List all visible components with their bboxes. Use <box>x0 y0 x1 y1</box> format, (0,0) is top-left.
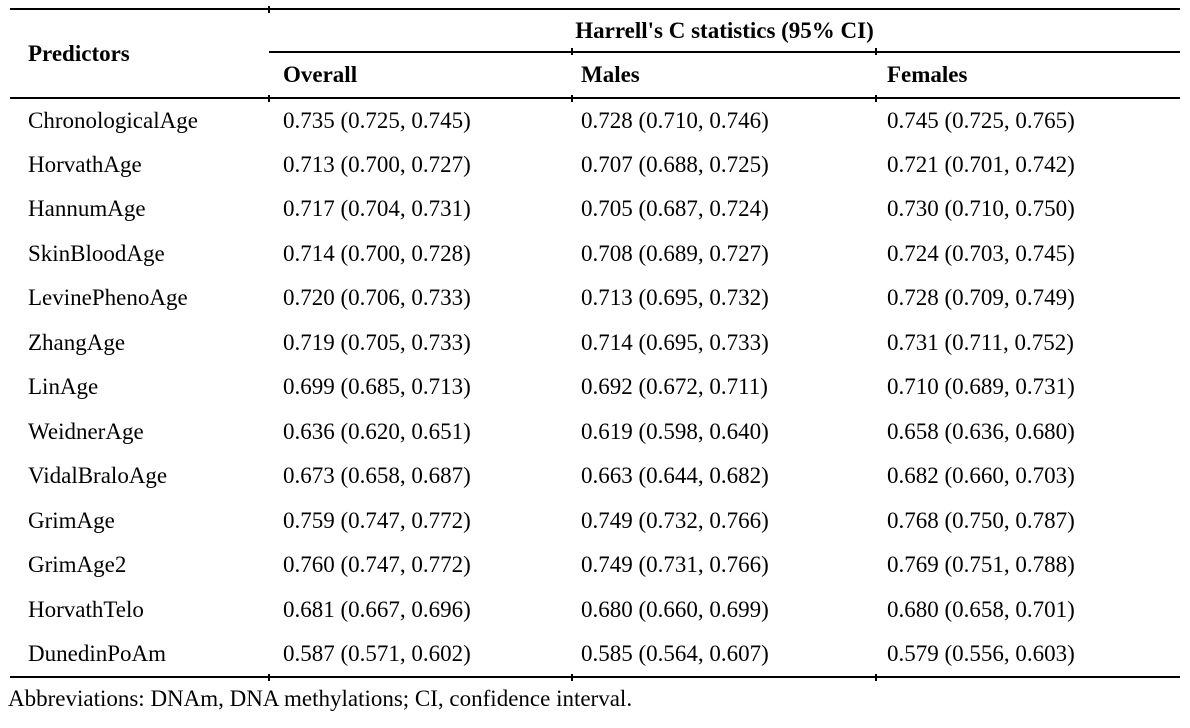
females-value: 0.731 (0.711, 0.752) <box>887 329 1074 355</box>
predictor-name: VidalBraloAge <box>28 463 168 489</box>
predictor-name: DunedinPoAm <box>10 632 269 678</box>
overall-value: 0.587 (0.571, 0.602) <box>269 632 572 678</box>
table-row: GrimAge 0.759 (0.747, 0.772) 0.749 (0.732,… <box>10 499 1180 544</box>
females-value: 0.721 (0.701, 0.742) <box>887 151 1075 177</box>
table-row: HannumAge 0.717 (0.704, 0.731) 0.705 (0.68… <box>10 187 1180 232</box>
table-row: HorvathTelo 0.681 (0.667, 0.696) 0.680 (0.… <box>10 588 1180 633</box>
column-tick <box>875 48 877 55</box>
overall-value: 0.719 (0.705, 0.733) <box>283 329 471 355</box>
subheader-females: Females <box>876 52 1181 99</box>
predictor-name: HannumAge <box>28 196 146 222</box>
column-tick <box>875 674 877 681</box>
overall-value: 0.720 (0.706, 0.733) <box>283 285 471 311</box>
females-value: 0.579 (0.556, 0.603) <box>876 632 1181 678</box>
predictor-name: LinAge <box>28 374 99 400</box>
header-row-group: Predictors Harrell's C statistics (95% C… <box>10 9 1181 99</box>
column-tick <box>571 48 573 55</box>
males-value: 0.708 (0.689, 0.727) <box>581 240 769 266</box>
header-row-sub: Overall Males Females <box>10 52 1181 99</box>
males-value: 0.705 (0.687, 0.724) <box>581 196 769 222</box>
overall-value: 0.673 (0.658, 0.687) <box>283 463 471 489</box>
females-value: 0.730 (0.710, 0.750) <box>887 196 1075 222</box>
table-row: GrimAge2 0.760 (0.747, 0.772) 0.749 (0.731… <box>10 543 1180 588</box>
predictor-name: GrimAge <box>28 507 115 533</box>
overall-value: 0.714 (0.700, 0.728) <box>283 240 471 266</box>
overall-value: 0.717 (0.704, 0.731) <box>283 196 471 222</box>
females-value: 0.745 (0.725, 0.765) <box>887 107 1075 133</box>
males-value: 0.663 (0.644, 0.682) <box>581 463 769 489</box>
predictors-table: Predictors Harrell's C statistics (95% C… <box>10 8 1181 678</box>
overall-value: 0.735 (0.725, 0.745) <box>283 107 471 133</box>
predictor-name: SkinBloodAge <box>28 240 165 266</box>
females-value: 0.769 (0.751, 0.788) <box>887 552 1075 578</box>
column-tick <box>875 95 877 102</box>
predictor-name: ChronologicalAge <box>28 107 198 133</box>
females-value: 0.658 (0.636, 0.680) <box>887 418 1075 444</box>
column-tick <box>268 6 270 13</box>
table-row: ZhangAge 0.719 (0.705, 0.733) 0.714 (0.695… <box>10 321 1180 366</box>
table-row: LinAge 0.699 (0.685, 0.713) 0.692 (0.672, … <box>10 365 1180 410</box>
c-statistics-table: Predictors Harrell's C statistics (95% C… <box>10 6 1181 681</box>
predictor-name: HorvathAge <box>28 151 142 177</box>
table-row: VidalBraloAge 0.673 (0.658, 0.687) 0.663 (… <box>10 454 1180 499</box>
overall-value: 0.760 (0.747, 0.772) <box>283 552 471 578</box>
column-tick <box>268 674 270 681</box>
overall-value: 0.681 (0.667, 0.696) <box>283 596 471 622</box>
females-value: 0.710 (0.689, 0.731) <box>887 374 1075 400</box>
overall-value: 0.636 (0.620, 0.651) <box>283 418 471 444</box>
table-row: SkinBloodAge 0.714 (0.700, 0.728) 0.708 (0… <box>10 232 1180 277</box>
predictor-name: WeidnerAge <box>28 418 144 444</box>
females-value: 0.768 (0.750, 0.787) <box>887 507 1075 533</box>
females-value: 0.680 (0.658, 0.701) <box>887 596 1075 622</box>
table-row: HorvathAge 0.713 (0.700, 0.727) 0.707 (0.6… <box>10 143 1180 188</box>
predictor-name: GrimAge2 <box>28 552 127 578</box>
table-row: DunedinPoAm 0.587 (0.571, 0.602) 0.585 (0.… <box>10 632 1181 678</box>
females-value: 0.724 (0.703, 0.745) <box>887 240 1075 266</box>
males-value: 0.619 (0.598, 0.640) <box>581 418 769 444</box>
males-value: 0.714 (0.695, 0.733) <box>581 329 769 355</box>
overall-value: 0.759 (0.747, 0.772) <box>283 507 471 533</box>
males-value: 0.713 (0.695, 0.732) <box>581 285 769 311</box>
subheader-males: Males <box>572 52 876 99</box>
column-tick <box>268 95 270 102</box>
females-value: 0.728 (0.709, 0.749) <box>887 285 1075 311</box>
table-row: LevinePhenoAge 0.720 (0.706, 0.733) 0.713 … <box>10 276 1180 321</box>
males-value: 0.749 (0.731, 0.766) <box>581 552 769 578</box>
males-value: 0.692 (0.672, 0.711) <box>581 374 768 400</box>
overall-value: 0.713 (0.700, 0.727) <box>283 151 471 177</box>
column-tick <box>571 674 573 681</box>
males-value: 0.707 (0.688, 0.725) <box>581 151 769 177</box>
group-header-harrells-c: Harrell's C statistics (95% CI) <box>269 9 1181 53</box>
males-value: 0.585 (0.564, 0.607) <box>572 632 876 678</box>
table-row: ChronologicalAge 0.735 (0.725, 0.745) 0.72… <box>10 98 1180 143</box>
predictor-name: ZhangAge <box>28 329 126 355</box>
males-value: 0.680 (0.660, 0.699) <box>581 596 769 622</box>
table-body: ChronologicalAge 0.735 (0.725, 0.745) 0.72… <box>10 98 1181 678</box>
subheader-overall: Overall <box>269 52 572 99</box>
predictors-column-header: Predictors <box>10 9 269 99</box>
females-value: 0.682 (0.660, 0.703) <box>887 463 1075 489</box>
overall-value: 0.699 (0.685, 0.713) <box>283 374 471 400</box>
abbreviations-footnote: Abbreviations: DNAm, DNA methylations; C… <box>8 685 633 711</box>
column-tick <box>571 95 573 102</box>
predictor-name: HorvathTelo <box>28 596 144 622</box>
males-value: 0.749 (0.732, 0.766) <box>581 507 769 533</box>
table-row: WeidnerAge 0.636 (0.620, 0.651) 0.619 (0.5… <box>10 410 1180 455</box>
predictor-name: LevinePhenoAge <box>28 285 188 311</box>
males-value: 0.728 (0.710, 0.746) <box>581 107 769 133</box>
